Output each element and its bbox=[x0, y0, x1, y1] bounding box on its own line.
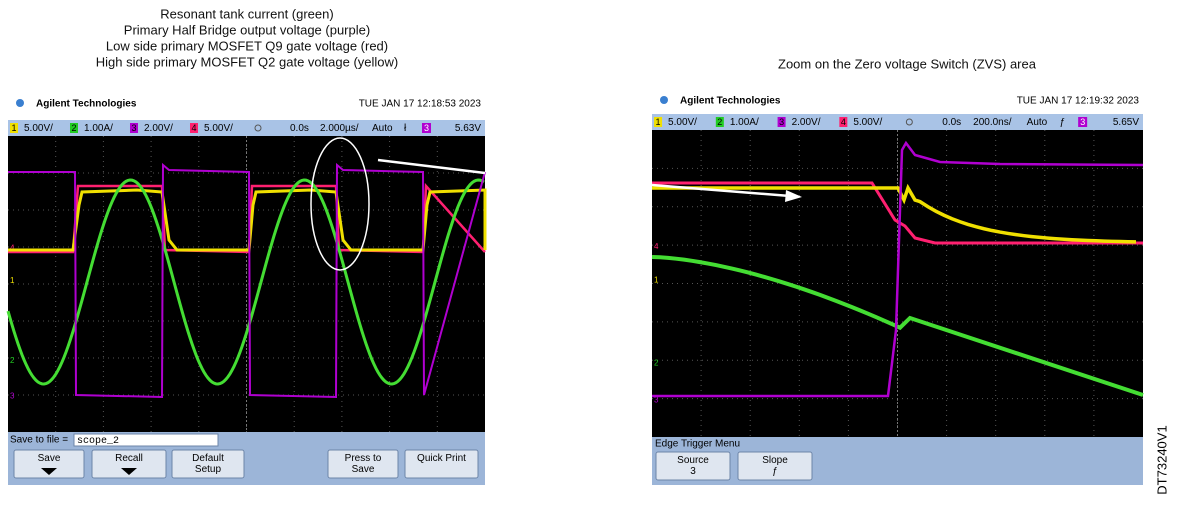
button-text: Slope bbox=[762, 455, 788, 466]
caption-line: Primary Half Bridge output voltage (purp… bbox=[124, 22, 370, 37]
timestamp: TUE JAN 17 12:19:32 2023 bbox=[1017, 96, 1140, 107]
status-bar bbox=[8, 120, 485, 136]
button-text: 3 bbox=[690, 466, 696, 477]
button-label: Quick Print bbox=[417, 453, 466, 464]
brand: Agilent Technologies bbox=[680, 96, 781, 107]
channel-number: 2 bbox=[717, 117, 722, 127]
figure: Resonant tank current (green) Primary Ha… bbox=[0, 0, 1181, 506]
channel-scale: 2.00V/ bbox=[792, 117, 821, 128]
channel-number: 4 bbox=[841, 117, 846, 127]
channel-number: 3 bbox=[779, 117, 784, 127]
trigger-mode: Auto bbox=[1027, 117, 1048, 128]
trigger-level: 5.65V bbox=[1113, 117, 1139, 128]
doc-id: DT73240V1 bbox=[1154, 425, 1169, 494]
button-text: Recall bbox=[115, 453, 143, 464]
button-label: Recall bbox=[115, 453, 143, 464]
button-text: Setup bbox=[195, 464, 222, 475]
caption-line: Resonant tank current (green) bbox=[160, 6, 333, 21]
brand-logo bbox=[16, 99, 24, 107]
channel-marker: 3 bbox=[10, 392, 15, 401]
trigger-channel: 3 bbox=[1080, 117, 1085, 127]
caption-line: Low side primary MOSFET Q9 gate voltage … bbox=[106, 38, 388, 53]
button-text: Save bbox=[38, 453, 61, 464]
brand: Agilent Technologies bbox=[36, 99, 137, 110]
button-text: Default bbox=[192, 453, 224, 464]
button-text: Source bbox=[677, 455, 709, 466]
channel-marker: 4 bbox=[654, 242, 659, 251]
channel-scale: 1.00A/ bbox=[730, 117, 759, 128]
channel-marker: 2 bbox=[654, 358, 659, 367]
channel-number: 2 bbox=[71, 123, 76, 133]
channel-scale: 5.00V/ bbox=[204, 123, 233, 134]
timebase: 2.000µs/ bbox=[320, 123, 359, 134]
channel-number: 4 bbox=[191, 123, 196, 133]
button-text: Press to bbox=[345, 453, 382, 464]
menu-title: Edge Trigger Menu bbox=[655, 439, 740, 450]
channel-scale: 2.00V/ bbox=[144, 123, 173, 134]
channel-marker: 1 bbox=[10, 276, 15, 285]
channel-marker: 2 bbox=[10, 356, 15, 365]
caption-line: Zoom on the Zero voltage Switch (ZVS) ar… bbox=[778, 56, 1037, 71]
trigger-channel: 3 bbox=[424, 123, 429, 133]
brand-logo bbox=[660, 96, 668, 104]
channel-number: 3 bbox=[131, 123, 136, 133]
trigger-level: 5.63V bbox=[455, 123, 481, 134]
delay: 0.0s bbox=[290, 123, 309, 134]
status-bar bbox=[652, 114, 1143, 130]
channel-number: 1 bbox=[11, 123, 16, 133]
button-text: Save bbox=[352, 464, 375, 475]
timebase: 200.0ns/ bbox=[973, 117, 1012, 128]
channel-scale: 5.00V/ bbox=[853, 117, 882, 128]
channel-number: 1 bbox=[656, 117, 661, 127]
channel-scale: 5.00V/ bbox=[668, 117, 697, 128]
caption-line: High side primary MOSFET Q2 gate voltage… bbox=[96, 54, 398, 69]
file-label: Save to file = bbox=[10, 435, 68, 446]
trigger-slope: ƒ bbox=[1060, 117, 1066, 128]
delay: 0.0s bbox=[942, 117, 961, 128]
channel-scale: 5.00V/ bbox=[24, 123, 53, 134]
button-text: Quick Print bbox=[417, 453, 466, 464]
timestamp: TUE JAN 17 12:18:53 2023 bbox=[359, 99, 482, 110]
channel-scale: 1.00A/ bbox=[84, 123, 113, 134]
channel-marker: 1 bbox=[654, 276, 659, 285]
button-label: Save bbox=[38, 453, 61, 464]
button-text: ƒ bbox=[772, 466, 778, 477]
trigger-mode: Auto bbox=[372, 123, 393, 134]
file-name: scope_2 bbox=[77, 436, 119, 447]
